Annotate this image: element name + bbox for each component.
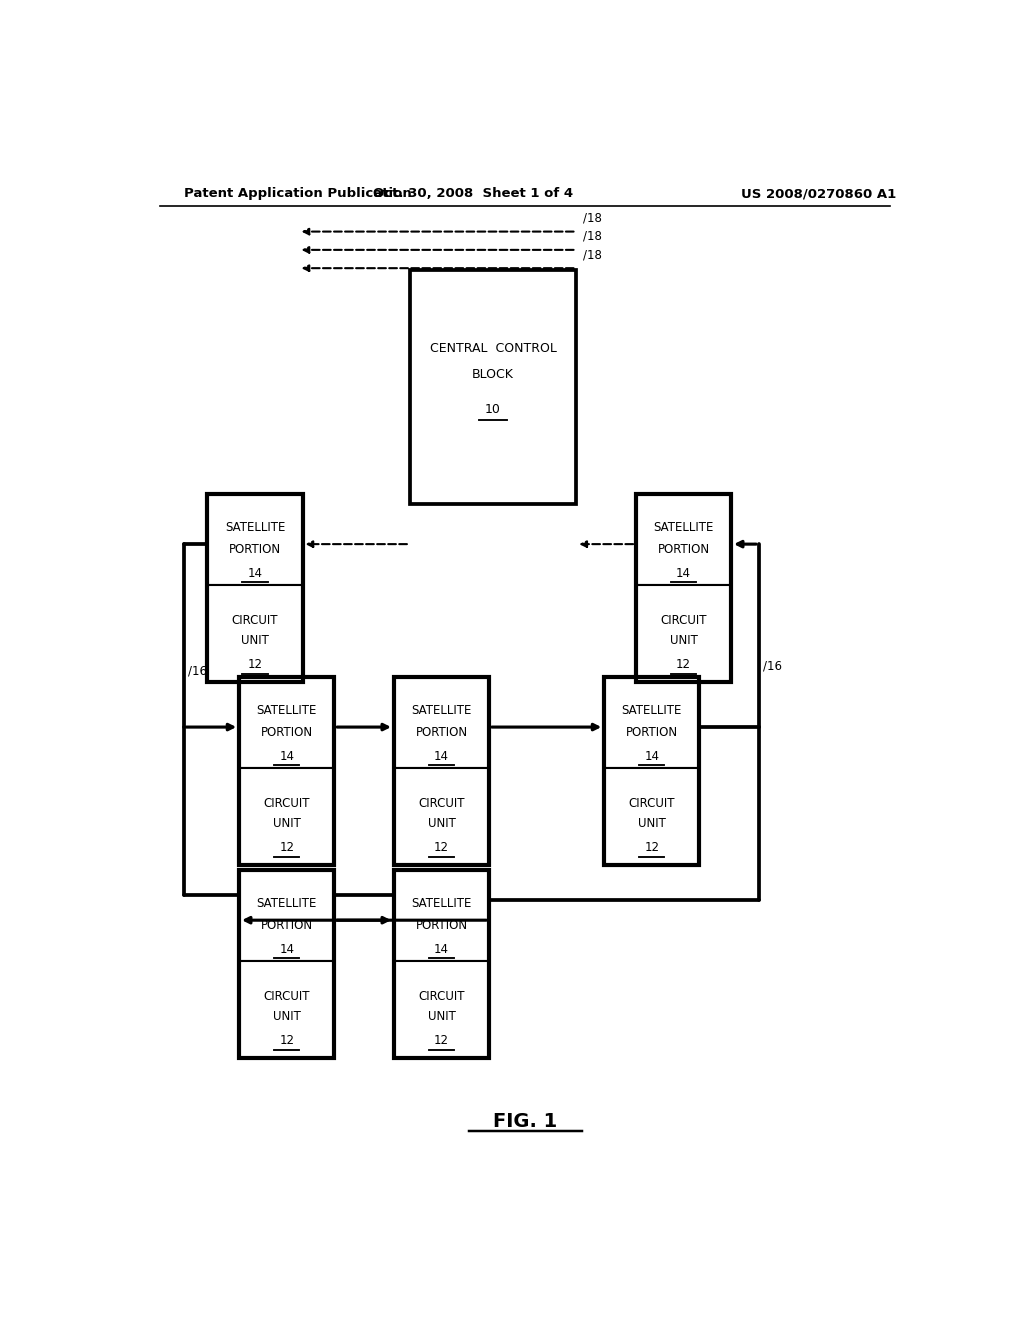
Bar (410, 271, 577, 504)
Text: CIRCUIT: CIRCUIT (660, 614, 707, 627)
Text: UNIT: UNIT (428, 1010, 456, 1023)
Bar (636, 494, 731, 682)
Text: SATELLITE: SATELLITE (653, 521, 714, 533)
Text: UNIT: UNIT (272, 1010, 301, 1023)
Bar (207, 585, 303, 682)
Text: US 2008/0270860 A1: US 2008/0270860 A1 (740, 187, 896, 201)
Text: CIRCUIT: CIRCUIT (231, 614, 279, 627)
Text: CIRCUIT: CIRCUIT (263, 990, 310, 1003)
Text: CIRCUIT: CIRCUIT (263, 797, 310, 809)
Text: CENTRAL  CONTROL: CENTRAL CONTROL (430, 342, 556, 355)
Text: /16: /16 (763, 660, 782, 673)
Bar (604, 677, 699, 865)
Text: PORTION: PORTION (626, 726, 678, 739)
Text: PORTION: PORTION (657, 544, 710, 556)
Text: SATELLITE: SATELLITE (412, 704, 472, 717)
Text: PORTION: PORTION (416, 919, 468, 932)
Text: CIRCUIT: CIRCUIT (629, 797, 675, 809)
Bar (636, 494, 731, 585)
Text: UNIT: UNIT (241, 634, 269, 647)
Bar (394, 961, 489, 1057)
Bar (604, 768, 699, 865)
Text: UNIT: UNIT (670, 634, 697, 647)
Text: 14: 14 (248, 566, 262, 579)
Bar (240, 870, 334, 1057)
Text: SATELLITE: SATELLITE (257, 896, 316, 909)
Bar (636, 585, 731, 682)
Bar (394, 870, 489, 961)
Text: Patent Application Publication: Patent Application Publication (183, 187, 412, 201)
Text: 14: 14 (676, 566, 691, 579)
Text: 14: 14 (434, 750, 449, 763)
Bar (240, 677, 334, 768)
Text: 12: 12 (280, 1034, 294, 1047)
Text: 12: 12 (676, 657, 691, 671)
Text: CIRCUIT: CIRCUIT (418, 990, 465, 1003)
Text: PORTION: PORTION (229, 544, 281, 556)
Text: Oct. 30, 2008  Sheet 1 of 4: Oct. 30, 2008 Sheet 1 of 4 (373, 187, 573, 201)
Text: 14: 14 (280, 750, 294, 763)
Text: PORTION: PORTION (261, 919, 312, 932)
Text: /18: /18 (583, 248, 602, 261)
Text: BLOCK: BLOCK (472, 368, 514, 381)
Text: SATELLITE: SATELLITE (412, 896, 472, 909)
Text: 14: 14 (280, 942, 294, 956)
Bar (604, 677, 699, 768)
Bar (240, 677, 334, 865)
Text: PORTION: PORTION (416, 726, 468, 739)
Text: UNIT: UNIT (428, 817, 456, 830)
Bar (240, 870, 334, 961)
Bar (394, 677, 489, 768)
Text: SATELLITE: SATELLITE (225, 521, 285, 533)
Bar (207, 494, 303, 585)
Text: SATELLITE: SATELLITE (257, 704, 316, 717)
Text: CIRCUIT: CIRCUIT (418, 797, 465, 809)
Text: 14: 14 (644, 750, 659, 763)
Text: /16: /16 (187, 665, 207, 677)
Text: /18: /18 (583, 211, 602, 224)
Bar (240, 768, 334, 865)
Bar (240, 961, 334, 1057)
Text: 12: 12 (248, 657, 262, 671)
Text: SATELLITE: SATELLITE (622, 704, 682, 717)
Text: 10: 10 (485, 403, 501, 416)
Text: UNIT: UNIT (638, 817, 666, 830)
Bar (394, 677, 489, 865)
Text: 12: 12 (280, 841, 294, 854)
Bar (394, 870, 489, 1057)
Bar (394, 768, 489, 865)
Bar (207, 494, 303, 682)
Text: 12: 12 (644, 841, 659, 854)
Text: 14: 14 (434, 942, 449, 956)
Text: 12: 12 (434, 1034, 449, 1047)
Text: PORTION: PORTION (261, 726, 312, 739)
Text: FIG. 1: FIG. 1 (493, 1113, 557, 1131)
Text: /18: /18 (583, 230, 602, 243)
Text: 12: 12 (434, 841, 449, 854)
Text: UNIT: UNIT (272, 817, 301, 830)
